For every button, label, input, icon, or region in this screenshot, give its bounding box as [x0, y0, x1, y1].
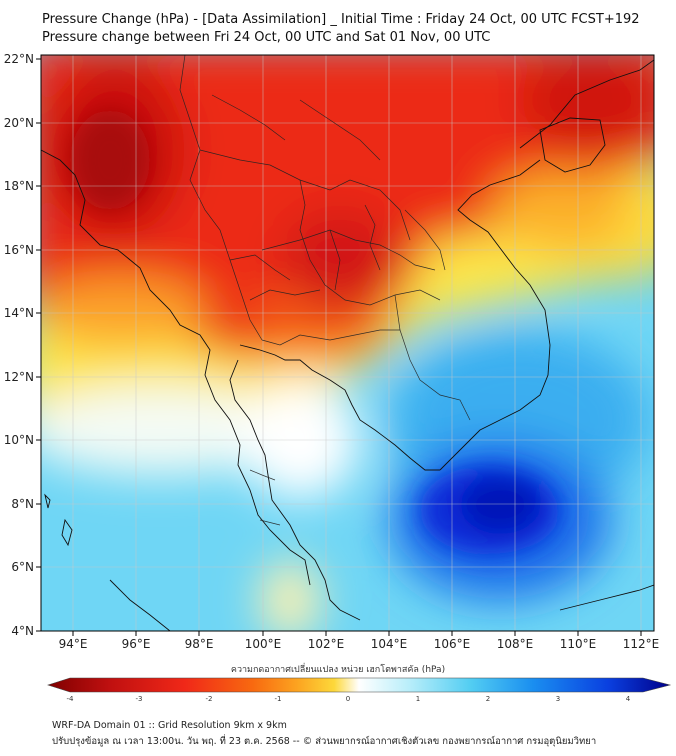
colorbar-tick: -3 — [136, 695, 143, 703]
lat-tick-label: 18°N — [4, 179, 34, 193]
lon-tick-label: 98°E — [185, 637, 214, 651]
tick-marks — [36, 58, 642, 636]
lat-tick-label: 6°N — [11, 560, 34, 574]
colorbar-tick: -4 — [67, 695, 75, 703]
lat-tick-label: 20°N — [4, 116, 34, 130]
colorbar-label: ความกดอากาศเปลี่ยนแปลง หน่วย เฮกโตพาสคัล… — [230, 665, 446, 675]
coastlines — [41, 59, 654, 631]
colorbar-tick: 3 — [556, 695, 560, 703]
lat-tick-label: 8°N — [11, 497, 34, 511]
colorbar-tick: -1 — [275, 695, 282, 703]
footer-update-info: ปรับปรุงข้อมูล ณ เวลา 13:00น. วัน พฤ. ที… — [52, 736, 597, 747]
footer-domain-info: WRF-DA Domain 01 :: Grid Resolution 9km … — [52, 720, 287, 731]
colorbar-tick: 4 — [626, 695, 631, 703]
title-line-1: Pressure Change (hPa) - [Data Assimilati… — [42, 12, 640, 27]
borders — [179, 55, 471, 526]
lon-tick-label: 100°E — [245, 637, 282, 651]
colorbar-tick: 2 — [486, 695, 490, 703]
lon-tick-label: 96°E — [122, 637, 151, 651]
lon-tick-label: 106°E — [434, 637, 471, 651]
lat-tick-label: 4°N — [11, 624, 34, 638]
colorbar: -4 -3 -2 -1 0 1 2 3 4 — [47, 677, 672, 703]
lat-tick-label: 16°N — [4, 243, 34, 257]
grid-lines — [41, 55, 654, 631]
lon-tick-label: 112°E — [623, 637, 660, 651]
map-field — [41, 55, 654, 631]
lon-tick-label: 104°E — [371, 637, 408, 651]
colorbar-ramp — [47, 677, 672, 693]
colorbar-tick: -2 — [206, 695, 213, 703]
lat-tick-label: 14°N — [4, 306, 34, 320]
lon-tick-label: 110°E — [560, 637, 597, 651]
title-line-2: Pressure change between Fri 24 Oct, 00 U… — [42, 30, 491, 45]
lat-tick-label: 22°N — [4, 52, 34, 66]
lon-tick-label: 102°E — [308, 637, 345, 651]
lat-tick-label: 10°N — [4, 433, 34, 447]
lat-tick-label: 12°N — [4, 370, 34, 384]
colorbar-tick: 0 — [346, 695, 350, 703]
lon-tick-label: 94°E — [59, 637, 88, 651]
colorbar-tick: 1 — [416, 695, 420, 703]
pressure-change-map: 22°N 20°N 18°N 16°N 14°N 12°N 10°N 8°N 6… — [4, 52, 660, 651]
lon-tick-label: 108°E — [497, 637, 534, 651]
